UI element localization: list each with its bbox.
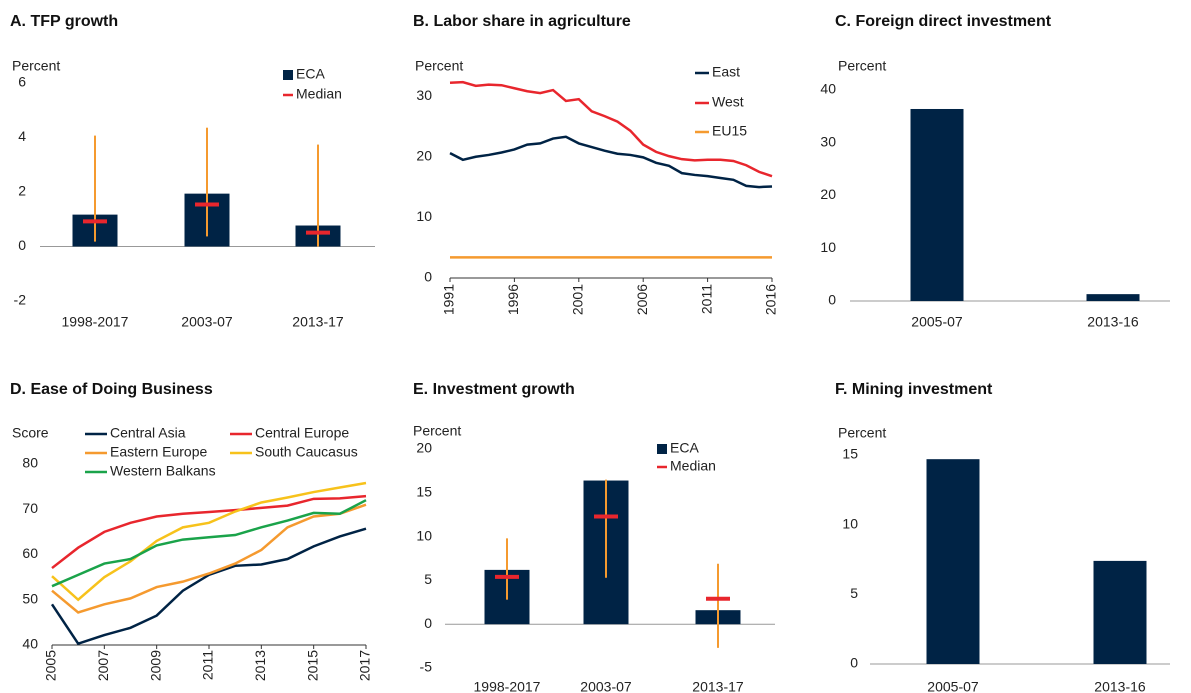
y-axis-label: Percent — [413, 423, 461, 439]
y-tick-label: -2 — [14, 292, 27, 308]
y-tick-label: 2 — [18, 183, 26, 199]
y-tick-label: 30 — [820, 133, 836, 149]
x-tick-label: 2013-16 — [1087, 314, 1139, 330]
chart-title: B. Labor share in agriculture — [413, 13, 631, 30]
x-tick-label: 2013-16 — [1094, 679, 1146, 693]
y-tick-label: 0 — [828, 292, 836, 308]
x-tick-label: 2001 — [570, 284, 586, 315]
y-tick-label: 0 — [850, 655, 858, 671]
line — [51, 494, 367, 570]
line — [51, 481, 367, 602]
legend-label: South Caucasus — [255, 444, 358, 460]
x-tick-label: 2017 — [357, 650, 373, 681]
x-tick-label: 2005 — [43, 650, 59, 681]
y-tick-label: 6 — [18, 74, 26, 90]
y-tick-label: 5 — [850, 585, 858, 601]
line — [51, 503, 367, 614]
y-tick-label: 10 — [416, 527, 432, 543]
y-axis-label: Percent — [415, 58, 463, 74]
chart-title: E. Investment growth — [413, 381, 575, 398]
y-tick-label: 20 — [416, 147, 432, 163]
legend-label: EU15 — [712, 123, 747, 139]
x-tick-label: 2015 — [304, 650, 320, 681]
legend-label: East — [712, 64, 740, 80]
x-tick-label: 2013-17 — [292, 314, 344, 330]
y-tick-label: 10 — [820, 239, 836, 255]
x-tick-label: 1991 — [441, 284, 457, 315]
y-tick-label: 10 — [416, 208, 432, 224]
legend-label: Western Balkans — [110, 463, 216, 479]
legend-label: West — [712, 94, 744, 110]
y-tick-label: 50 — [22, 590, 38, 606]
chart-title: A. TFP growth — [10, 13, 118, 30]
x-tick-label: 2007 — [95, 650, 111, 681]
y-axis-label: Percent — [838, 425, 886, 441]
x-tick-label: 1996 — [505, 284, 521, 315]
line — [449, 80, 773, 178]
y-tick-label: -5 — [420, 659, 433, 675]
y-tick-label: 0 — [424, 269, 432, 285]
y-tick-label: 60 — [22, 545, 38, 561]
chart-title: F. Mining investment — [835, 381, 993, 398]
bar — [1093, 560, 1147, 664]
y-tick-label: 20 — [820, 186, 836, 202]
y-tick-label: 80 — [22, 455, 38, 471]
x-tick-label: 2005-07 — [911, 314, 963, 330]
legend-label: ECA — [670, 440, 699, 456]
y-axis-label: Score — [12, 425, 49, 441]
y-tick-label: 10 — [842, 515, 858, 531]
legend-label: Median — [670, 458, 716, 474]
y-tick-label: 40 — [22, 636, 38, 652]
x-tick-label: 2016 — [763, 284, 779, 315]
x-tick-label: 2005-07 — [927, 679, 979, 693]
y-tick-label: 5 — [424, 571, 432, 587]
x-tick-label: 2003-07 — [580, 679, 632, 693]
bar — [910, 108, 964, 302]
x-tick-label: 2011 — [200, 650, 216, 680]
legend-label: Eastern Europe — [110, 444, 207, 460]
y-tick-label: 70 — [22, 500, 38, 516]
legend-label: Central Europe — [255, 425, 349, 441]
x-tick-label: 1998-2017 — [474, 679, 541, 693]
chart-title: C. Foreign direct investment — [835, 13, 1052, 30]
y-tick-label: 40 — [820, 81, 836, 97]
x-tick-label: 2013 — [252, 650, 268, 681]
x-tick-label: 2009 — [147, 650, 163, 681]
legend-label: Central Asia — [110, 425, 186, 441]
y-tick-label: 15 — [416, 484, 432, 500]
line — [51, 499, 367, 588]
y-tick-label: 4 — [18, 128, 26, 144]
y-tick-label: 20 — [416, 440, 432, 456]
y-tick-label: 15 — [842, 446, 858, 462]
chart-title: D. Ease of Doing Business — [10, 381, 213, 398]
bar — [926, 459, 980, 664]
x-tick-label: 2006 — [634, 284, 650, 315]
y-axis-label: Percent — [12, 58, 60, 74]
legend-label: Median — [296, 86, 342, 102]
x-tick-label: 2013-17 — [692, 679, 744, 693]
line — [50, 527, 367, 646]
legend-swatch — [657, 444, 667, 454]
x-tick-label: 2003-07 — [181, 314, 233, 330]
y-tick-label: 0 — [424, 615, 432, 631]
x-tick-label: 1998-2017 — [62, 314, 129, 330]
y-tick-label: 0 — [18, 237, 26, 253]
y-tick-label: 30 — [416, 87, 432, 103]
legend-label: ECA — [296, 66, 325, 82]
y-axis-label: Percent — [838, 58, 886, 74]
x-tick-label: 2011 — [698, 284, 714, 314]
bar — [1086, 294, 1140, 301]
legend-swatch — [283, 70, 293, 80]
line — [449, 135, 773, 189]
